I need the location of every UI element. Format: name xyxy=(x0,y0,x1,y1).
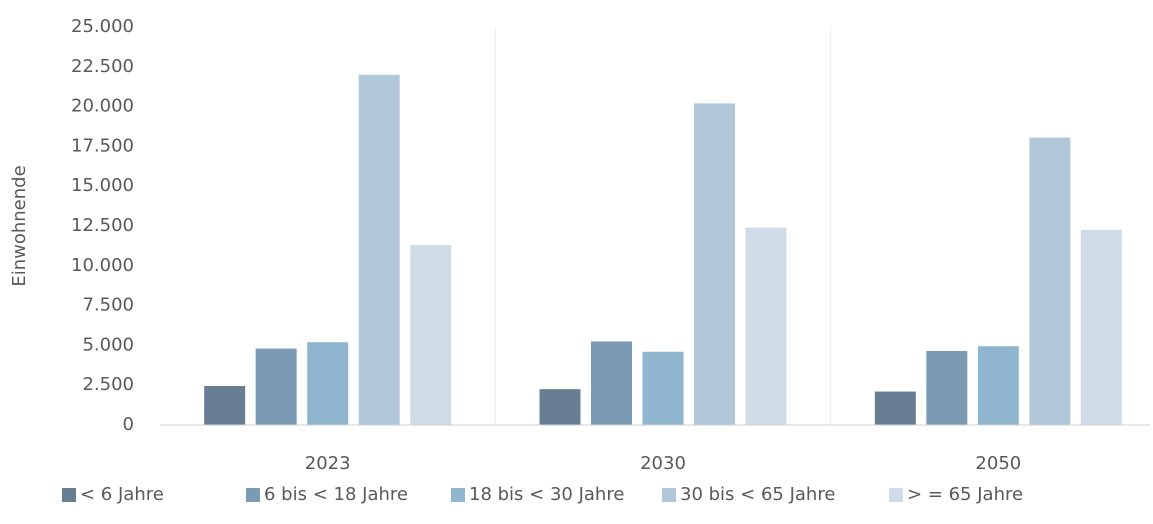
y-tick-label: 7.500 xyxy=(82,295,134,316)
y-tick-label: 5.000 xyxy=(82,334,134,355)
bar xyxy=(926,350,968,425)
y-tick-label: 22.500 xyxy=(71,56,134,77)
x-tick-label: 2030 xyxy=(640,453,686,474)
legend-label: 6 bis < 18 Jahre xyxy=(264,484,408,505)
legend-swatch xyxy=(451,488,465,502)
legend-swatch xyxy=(246,488,260,502)
bar xyxy=(642,351,684,425)
x-tick-label: 2023 xyxy=(305,453,351,474)
legend-swatch xyxy=(662,488,676,502)
bar xyxy=(1029,137,1071,426)
bar xyxy=(1080,229,1122,425)
legend-label: > = 65 Jahre xyxy=(907,484,1023,505)
bar xyxy=(204,385,246,425)
y-tick-label: 15.000 xyxy=(71,175,134,196)
y-axis-label: Einwohnende xyxy=(9,165,30,286)
bar xyxy=(745,227,787,425)
bar xyxy=(539,389,581,425)
y-tick-label: 17.500 xyxy=(71,135,134,156)
legend-label: 18 bis < 30 Jahre xyxy=(469,484,624,505)
bar xyxy=(307,342,349,425)
bar xyxy=(977,346,1019,425)
x-tick-label: 2050 xyxy=(975,453,1021,474)
bar xyxy=(874,391,916,425)
legend-label: 30 bis < 65 Jahre xyxy=(680,484,835,505)
legend-swatch xyxy=(62,488,76,502)
bar xyxy=(591,341,632,425)
bar xyxy=(410,245,452,425)
y-tick-label: 20.000 xyxy=(71,96,134,117)
y-tick-label: 2.500 xyxy=(82,374,134,395)
y-tick-label: 0 xyxy=(123,414,134,435)
y-tick-label: 10.000 xyxy=(71,255,134,276)
y-tick-label: 12.500 xyxy=(71,215,134,236)
bar xyxy=(694,103,735,425)
legend-swatch xyxy=(889,488,903,502)
bar xyxy=(255,348,297,425)
bar xyxy=(358,74,400,425)
legend-label: < 6 Jahre xyxy=(80,484,164,505)
y-tick-label: 25.000 xyxy=(71,16,134,37)
